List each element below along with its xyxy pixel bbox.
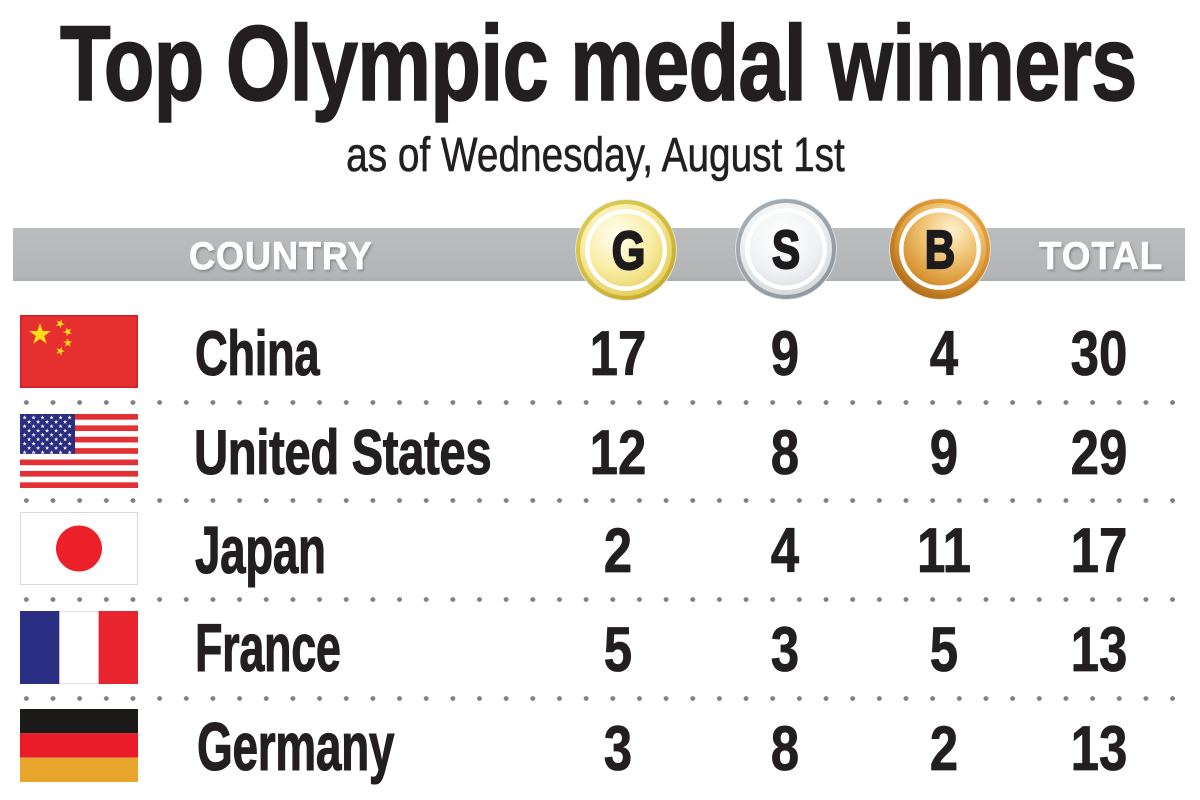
- svg-text:S: S: [772, 220, 800, 280]
- svg-text:G: G: [611, 221, 645, 281]
- svg-text:B: B: [924, 220, 954, 280]
